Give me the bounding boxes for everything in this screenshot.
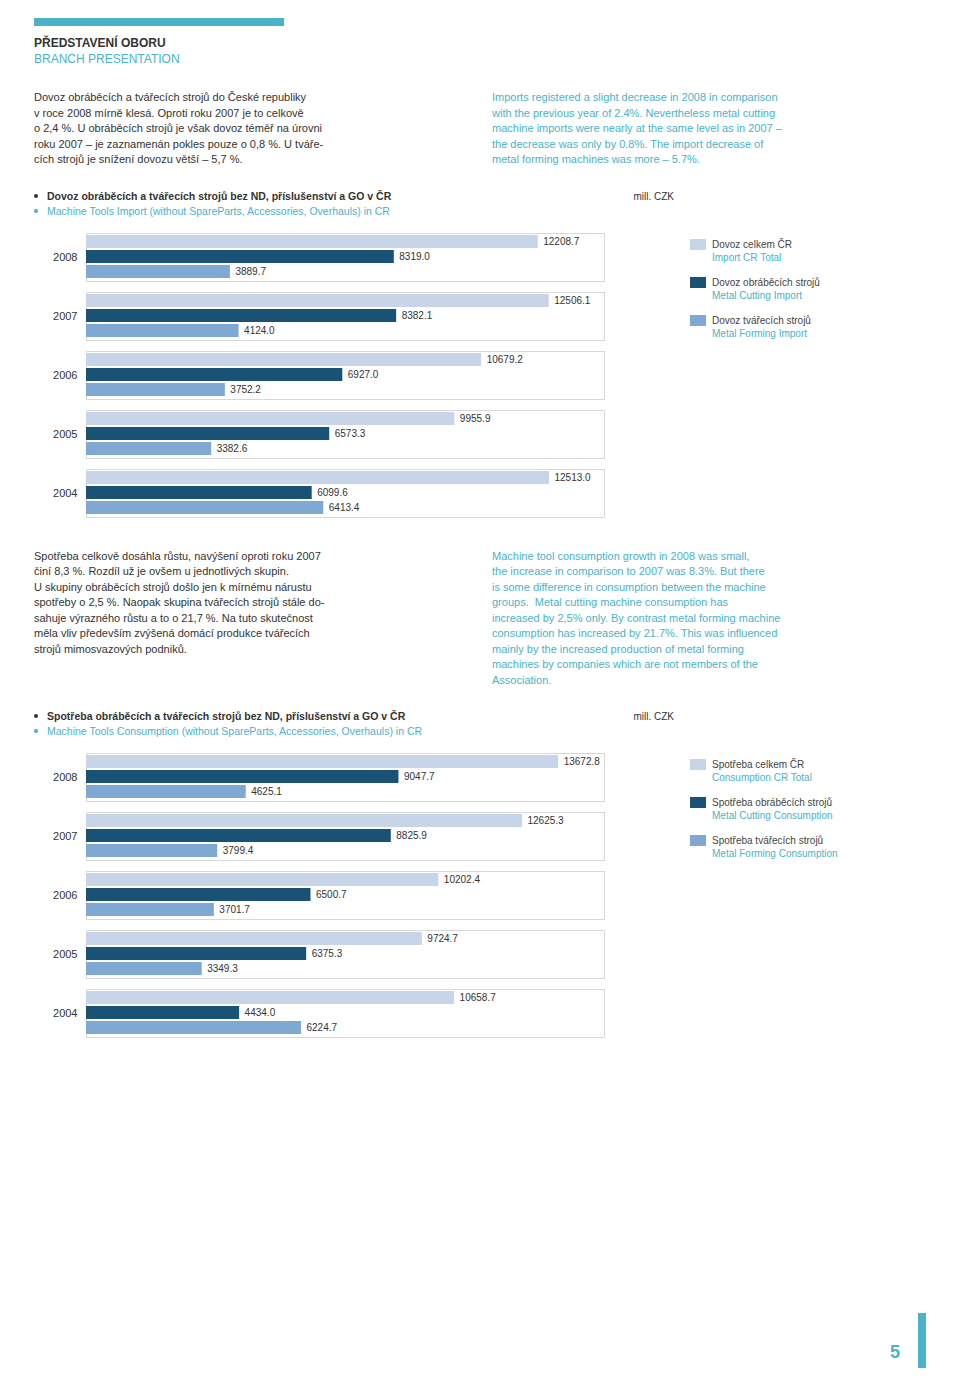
html-text:Machine Tools Consumption (wit: Machine Tools Consumption (without Spare… <box>47 725 423 737</box>
svg-text:2006: 2006 <box>53 369 77 381</box>
html-text:groups. Metal cutting machine: groups. Metal cutting machine consumptio… <box>492 596 728 608</box>
svg-text:6927.0: 6927.0 <box>348 369 379 380</box>
html-text:o 2,4 %. U obráběcích strojů j: o 2,4 %. U obráběcích strojů je však dov… <box>34 122 322 134</box>
html-text:v roce 2008 mírně klesá. Oprot: v roce 2008 mírně klesá. Oproti roku 200… <box>34 106 304 119</box>
svg-text:3799.4: 3799.4 <box>223 845 254 856</box>
svg-text:6375.3: 6375.3 <box>312 948 343 959</box>
html-text:PŘEDSTAVENÍ OBORU: PŘEDSTAVENÍ OBORU <box>34 36 166 50</box>
html-text:Metal Forming Consumption: Metal Forming Consumption <box>712 848 838 859</box>
html-text:cích strojů je snížení dovozu: cích strojů je snížení dovozu větší – 5,… <box>34 153 243 165</box>
html-text:Spotřeba obráběcích strojů: Spotřeba obráběcích strojů <box>712 797 833 808</box>
html-text:Dovoz obráběcích a tvářecích s: Dovoz obráběcích a tvářecích strojů do Č… <box>34 91 307 103</box>
svg-text:10658.7: 10658.7 <box>460 992 497 1003</box>
html-text:Spotřeba tvářecích strojů: Spotřeba tvářecích strojů <box>712 835 824 846</box>
svg-text:2007: 2007 <box>53 310 77 322</box>
html-text:mill. CZK: mill. CZK <box>633 711 674 722</box>
html-text:Dovoz obráběcích strojů: Dovoz obráběcích strojů <box>712 276 820 288</box>
html-text:U skupiny obráběcích strojů do: U skupiny obráběcích strojů došlo jen k … <box>34 580 312 593</box>
svg-text:3349.3: 3349.3 <box>207 963 238 974</box>
svg-text:3752.2: 3752.2 <box>230 384 261 395</box>
html-text:machines by companies which ar: machines by companies which are not memb… <box>492 658 758 670</box>
svg-text:6224.7: 6224.7 <box>306 1022 337 1033</box>
html-text:5: 5 <box>890 1342 900 1362</box>
html-text:Machine Tools Import (without: Machine Tools Import (without SpareParts… <box>47 204 390 217</box>
svg-text:12513.0: 12513.0 <box>554 472 591 483</box>
html-text:Metal Cutting Import: Metal Cutting Import <box>712 289 802 301</box>
svg-text:3701.7: 3701.7 <box>219 904 250 915</box>
svg-text:6500.7: 6500.7 <box>316 889 347 900</box>
html-text:činí 8,3 %. Rozdíl už je ovšem: činí 8,3 %. Rozdíl už je ovšem u jednotl… <box>34 565 289 577</box>
html-text:Dovoz tvářecích strojů: Dovoz tvářecích strojů <box>712 314 811 326</box>
html-text:mill. CZK: mill. CZK <box>633 190 674 202</box>
svg-text:4124.0: 4124.0 <box>244 325 275 336</box>
html-text:BRANCH PRESENTATION: BRANCH PRESENTATION <box>34 52 180 66</box>
html-text:machine imports were nearly at: machine imports were nearly at the same … <box>492 122 782 134</box>
svg-text:6413.4: 6413.4 <box>329 502 360 513</box>
html-text:increased by 2,5% only. By con: increased by 2,5% only. By contrast meta… <box>492 611 781 624</box>
svg-text:9724.7: 9724.7 <box>427 933 458 944</box>
html-text:Metal Forming Import: Metal Forming Import <box>712 327 807 339</box>
svg-text:2006: 2006 <box>53 889 77 901</box>
html-text:Spotřeba celkem ČR: Spotřeba celkem ČR <box>712 759 805 770</box>
html-text:is some difference in consumpt: is some difference in consumption betwee… <box>492 580 766 593</box>
svg-text:2004: 2004 <box>53 487 77 499</box>
html-text:metal forming machines was mor: metal forming machines was more – 5.7%. <box>492 153 700 165</box>
svg-text:9955.9: 9955.9 <box>460 413 491 424</box>
html-text:Association.: Association. <box>492 673 552 686</box>
svg-text:2008: 2008 <box>53 251 77 263</box>
svg-text:6573.3: 6573.3 <box>335 428 366 439</box>
html-text:the increase in comparison to: the increase in comparison to 2007 was 8… <box>492 565 765 577</box>
html-text:the decrease was only by 0.8%.: the decrease was only by 0.8%. The impor… <box>492 137 764 150</box>
svg-text:13672.8: 13672.8 <box>564 756 601 767</box>
svg-text:10202.4: 10202.4 <box>444 874 481 885</box>
html-text:měla vliv především zvýšená do: měla vliv především zvýšená domácí produ… <box>34 627 310 639</box>
svg-text:12625.3: 12625.3 <box>527 815 564 826</box>
svg-text:4434.0: 4434.0 <box>245 1007 276 1018</box>
svg-text:12506.1: 12506.1 <box>554 295 591 306</box>
svg-text:2008: 2008 <box>53 771 77 783</box>
html-text:sahuje výrazného růstu a to o: sahuje výrazného růstu a to o 21,7 %. Na… <box>34 611 313 624</box>
html-text:Spotřeba celkově dosáhla růstu: Spotřeba celkově dosáhla růstu, navýšení… <box>34 549 321 562</box>
svg-text:2007: 2007 <box>53 830 77 842</box>
html-text:Spotřeba obráběcích a tvářecíc: Spotřeba obráběcích a tvářecích strojů b… <box>47 710 406 722</box>
html-text:consumption has increased by 2: consumption has increased by 21.7%. This… <box>492 627 778 639</box>
html-text:Import CR Total: Import CR Total <box>712 251 782 263</box>
html-text:Machine tool consumption growt: Machine tool consumption growth in 2008 … <box>492 549 750 562</box>
svg-text:6099.6: 6099.6 <box>317 487 348 498</box>
svg-text:8382.1: 8382.1 <box>402 310 433 321</box>
html-text:Dovoz obráběcích a tvářecích s: Dovoz obráběcích a tvářecích strojů bez … <box>47 189 392 202</box>
svg-text:8825.9: 8825.9 <box>396 830 427 841</box>
html-text:mainly by the increased produc: mainly by the increased production of me… <box>492 642 744 655</box>
svg-text:8319.0: 8319.0 <box>399 251 430 262</box>
html-text:Consumption CR Total: Consumption CR Total <box>712 772 812 783</box>
svg-text:2004: 2004 <box>53 1007 77 1019</box>
html-text:Dovoz celkem ČR: Dovoz celkem ČR <box>712 238 792 250</box>
html-text:spotřeby o 2,5 %. Naopak skupi: spotřeby o 2,5 %. Naopak skupina tvářecí… <box>34 596 325 608</box>
svg-text:9047.7: 9047.7 <box>404 771 435 782</box>
svg-text:2005: 2005 <box>53 948 77 960</box>
svg-text:3889.7: 3889.7 <box>235 266 266 277</box>
html-text:strojů mimosvazových podniků.: strojů mimosvazových podniků. <box>34 642 187 655</box>
svg-text:2005: 2005 <box>53 428 77 440</box>
html-text:with the previous year of 2.4%: with the previous year of 2.4%. Neverthe… <box>492 106 776 119</box>
html-text:Imports registered a slight de: Imports registered a slight decrease in … <box>492 91 778 103</box>
html-text:Metal Cutting Consumption: Metal Cutting Consumption <box>712 810 833 821</box>
svg-text:3382.6: 3382.6 <box>217 443 248 454</box>
svg-text:10679.2: 10679.2 <box>487 354 524 365</box>
html-text:roku 2007 – je zaznamenán pokl: roku 2007 – je zaznamenán pokles pouze o… <box>34 137 324 150</box>
svg-text:12208.7: 12208.7 <box>543 236 580 247</box>
svg-text:4625.1: 4625.1 <box>251 786 282 797</box>
